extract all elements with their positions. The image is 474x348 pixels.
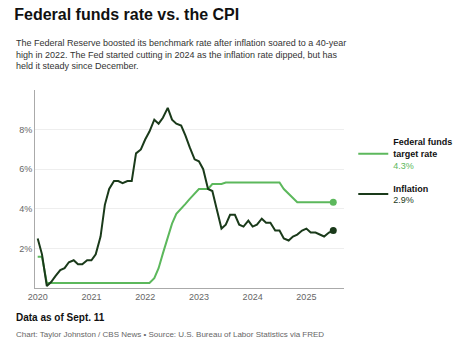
svg-text:2025: 2025 xyxy=(296,292,316,302)
svg-text:2023: 2023 xyxy=(189,292,209,302)
svg-text:Federal fundstarget rate4.3%: Federal fundstarget rate4.3% xyxy=(393,137,452,170)
svg-text:2024: 2024 xyxy=(243,292,263,302)
svg-text:2022: 2022 xyxy=(135,292,155,302)
svg-text:2021: 2021 xyxy=(81,292,101,302)
svg-text:4%: 4% xyxy=(19,204,32,214)
svg-text:6%: 6% xyxy=(19,164,32,174)
svg-text:Inflation2.9%: Inflation2.9% xyxy=(393,184,428,206)
svg-text:The Federal Reserve boosted it: The Federal Reserve boosted its benchmar… xyxy=(16,38,346,71)
svg-text:Data as of Sept. 11: Data as of Sept. 11 xyxy=(16,312,105,323)
svg-text:Federal funds rate vs. the CPI: Federal funds rate vs. the CPI xyxy=(14,6,239,23)
svg-text:2020: 2020 xyxy=(28,292,48,302)
svg-text:2%: 2% xyxy=(19,244,32,254)
svg-text:8%: 8% xyxy=(19,125,32,135)
svg-text:Chart: Taylor Johnston / CBS N: Chart: Taylor Johnston / CBS News • Sour… xyxy=(16,330,324,339)
